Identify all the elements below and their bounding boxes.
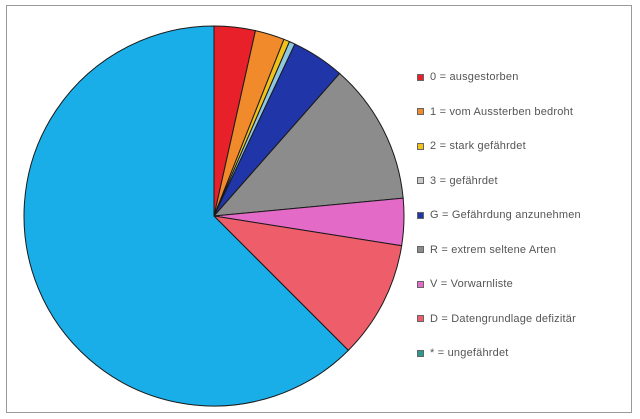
legend-item: G = Gefährdung anzunehmen <box>417 208 581 222</box>
legend-item: 2 = stark gefährdet <box>417 139 526 153</box>
legend-label: * = ungefährdet <box>430 347 509 359</box>
legend-label: 1 = vom Aussterben bedroht <box>430 105 574 118</box>
legend-label: 2 = stark gefährdet <box>430 140 526 152</box>
pie-slice-5 <box>212 72 404 217</box>
legend-label: 3 = gefährdet <box>430 174 498 187</box>
legend-item: * = ungefährdet <box>417 346 509 360</box>
legend-swatch <box>417 315 424 322</box>
legend-item: V = Vorwarnliste <box>417 277 513 291</box>
legend-swatch <box>417 211 424 219</box>
legend-label: D = Datengrundlage defizitär <box>430 312 576 325</box>
legend-item: D = Datengrundlage defizitär <box>417 312 576 326</box>
legend-label: R = extrem seltene Arten <box>430 243 557 256</box>
legend-swatch <box>417 142 424 150</box>
legend-swatch <box>417 108 424 115</box>
legend-item: R = extrem seltene Arten <box>417 243 556 257</box>
pie-slice-7 <box>212 215 403 352</box>
pie-chart <box>23 25 405 407</box>
legend-item: 3 = gefährdet <box>417 174 498 188</box>
chart-frame: 0 = ausgestorben 1 = vom Aussterben bedro… <box>6 5 632 413</box>
legend-label: 0 = ausgestorben <box>430 71 519 83</box>
legend-label: G = Gefährdung anzunehmen <box>430 209 581 221</box>
legend-item: 1 = vom Aussterben bedroht <box>417 105 573 119</box>
legend-swatch <box>417 177 424 184</box>
pie-slice-8 <box>23 25 350 407</box>
legend-swatch <box>417 73 424 81</box>
legend-swatch <box>417 280 424 288</box>
legend: 0 = ausgestorben 1 = vom Aussterben bedro… <box>417 70 640 370</box>
legend-label: V = Vorwarnliste <box>430 278 513 290</box>
legend-swatch <box>417 349 424 357</box>
legend-swatch <box>417 246 424 253</box>
legend-item: 0 = ausgestorben <box>417 70 519 84</box>
